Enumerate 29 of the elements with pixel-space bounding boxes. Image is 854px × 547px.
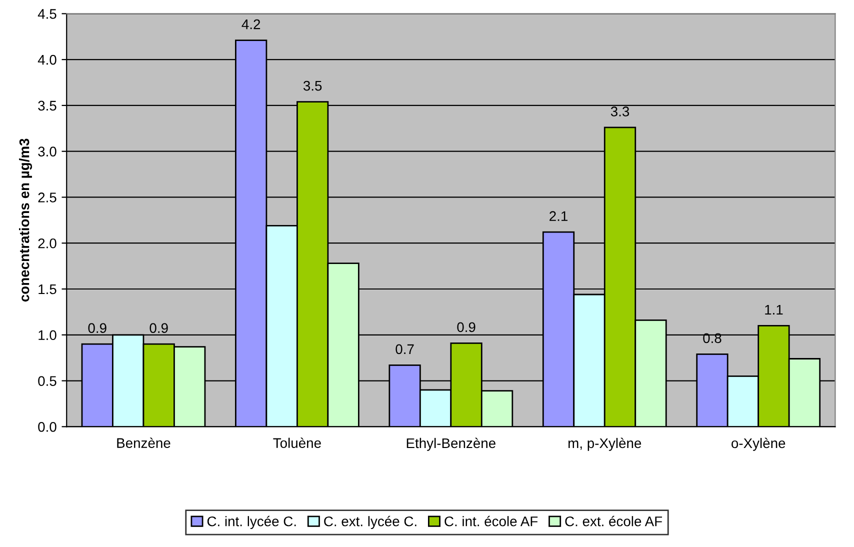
- y-axis-title: conecntrations en µg/m3: [19, 138, 32, 302]
- y-tick-label: 0.5: [38, 376, 56, 386]
- y-tick-label: 4.0: [38, 54, 56, 65]
- data-label: 4.2: [242, 19, 260, 30]
- data-label: 0.9: [88, 323, 106, 333]
- data-label: 0.9: [457, 322, 476, 332]
- x-tick-label: m, p-Xylène: [568, 438, 642, 451]
- data-label: 0.7: [396, 344, 414, 354]
- data-label: 0.9: [150, 323, 168, 333]
- y-tick-label: 3.0: [38, 146, 56, 157]
- y-tick-label: 2.0: [38, 238, 56, 248]
- legend-label: C. ext. école AF: [565, 516, 662, 526]
- x-tick-label: o-Xylène: [732, 438, 786, 451]
- y-tick-label: 1.5: [38, 284, 56, 294]
- x-tick-label: Toluène: [273, 438, 321, 448]
- x-tick-label: Benzène: [117, 438, 170, 448]
- legend-label: C. int. lycée C.: [207, 516, 296, 530]
- legend-label: C. ext. lycée C.: [324, 516, 416, 530]
- data-label: 2.1: [550, 211, 568, 221]
- y-tick-label: 0.0: [38, 422, 56, 432]
- data-label: 3.3: [610, 106, 630, 116]
- y-tick-label: 1.0: [38, 330, 56, 340]
- legend-label: C. int. école AF: [444, 516, 538, 526]
- data-label: 3.5: [303, 80, 322, 91]
- y-tick-label: 2.5: [38, 192, 56, 202]
- y-tick-label: 3.5: [38, 100, 56, 111]
- data-label: 1.1: [765, 304, 783, 314]
- x-tick-label: Ethyl-Benzène: [406, 438, 496, 451]
- y-tick-label: 4.5: [38, 9, 56, 19]
